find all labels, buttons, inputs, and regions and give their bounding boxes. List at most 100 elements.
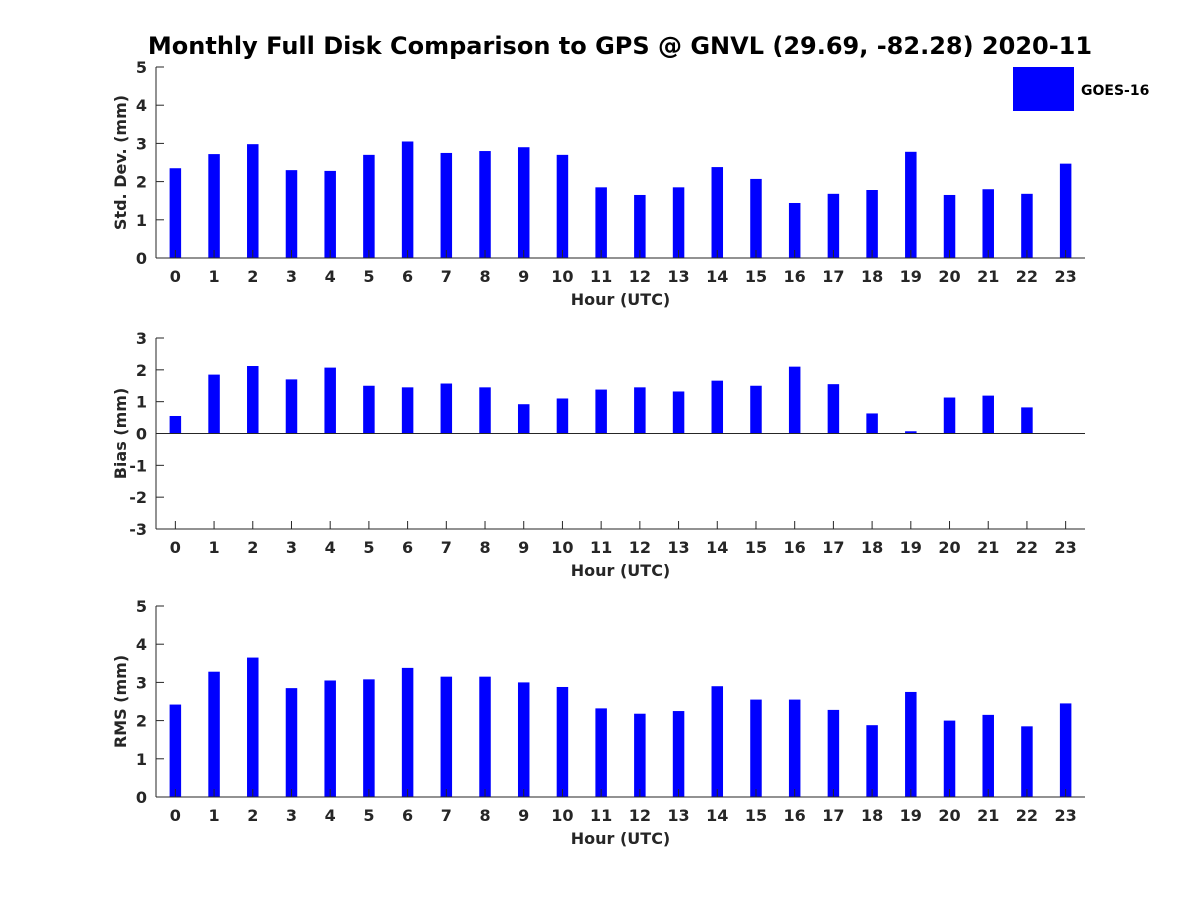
x-tick-label: 8: [479, 538, 490, 557]
x-tick-label: 17: [822, 267, 844, 286]
x-tick-label: 5: [363, 538, 374, 557]
bar: [634, 387, 646, 434]
bar: [982, 189, 994, 258]
x-tick-label: 11: [590, 267, 612, 286]
x-tick-label: 14: [706, 267, 728, 286]
x-tick-label: 22: [1016, 267, 1038, 286]
bar: [208, 374, 220, 434]
x-tick-label: 9: [518, 267, 529, 286]
y-tick-label: -2: [129, 488, 147, 507]
x-tick-label: 22: [1016, 806, 1038, 825]
bar: [208, 154, 220, 258]
bar: [595, 389, 607, 434]
bar: [1059, 703, 1072, 797]
bar: [169, 168, 182, 258]
y-tick-label: 5: [136, 58, 147, 77]
bar: [1021, 407, 1033, 434]
x-tick-label: 18: [861, 538, 883, 557]
bar: [711, 380, 724, 434]
bar: [750, 178, 762, 258]
bar: [440, 383, 453, 434]
bar: [672, 187, 685, 258]
bar: [401, 387, 414, 434]
bar: [247, 657, 259, 797]
x-tick-label: 13: [667, 538, 689, 557]
x-tick-label: 15: [745, 538, 767, 557]
y-axis-label: Bias (mm): [111, 388, 130, 480]
x-axis-label: Hour (UTC): [571, 561, 671, 580]
y-tick-label: 0: [136, 425, 147, 444]
bar: [634, 194, 646, 258]
x-tick-label: 9: [518, 806, 529, 825]
y-tick-label: 5: [136, 597, 147, 616]
y-tick-label: 3: [136, 673, 147, 692]
x-tick-label: 23: [1055, 267, 1077, 286]
bar: [1021, 193, 1033, 258]
bar: [595, 708, 607, 797]
x-tick-label: 21: [977, 806, 999, 825]
x-tick-label: 10: [551, 538, 573, 557]
x-tick-label: 3: [286, 538, 297, 557]
bar: [479, 676, 491, 797]
bar: [324, 680, 336, 797]
y-tick-label: 4: [136, 635, 147, 654]
legend-label: GOES-16: [1081, 83, 1149, 99]
x-tick-label: 4: [325, 538, 336, 557]
x-tick-label: 13: [667, 806, 689, 825]
x-tick-label: 13: [667, 267, 689, 286]
x-tick-label: 20: [938, 538, 960, 557]
bar: [943, 720, 956, 797]
x-tick-label: 4: [325, 267, 336, 286]
x-tick-label: 19: [900, 538, 922, 557]
legend-swatch: [1013, 67, 1074, 111]
bar: [595, 187, 607, 258]
x-axis-label: Hour (UTC): [571, 290, 671, 309]
x-tick-label: 12: [629, 538, 651, 557]
bar: [440, 676, 453, 797]
bar: [827, 193, 840, 258]
x-tick-label: 2: [247, 267, 258, 286]
x-tick-label: 2: [247, 538, 258, 557]
bar: [247, 144, 259, 258]
x-tick-label: 8: [479, 806, 490, 825]
x-tick-label: 6: [402, 806, 413, 825]
x-tick-label: 0: [170, 806, 181, 825]
y-tick-label: 3: [136, 134, 147, 153]
x-tick-label: 5: [363, 806, 374, 825]
bar: [556, 154, 569, 258]
bar: [634, 713, 646, 797]
bar: [401, 141, 414, 258]
bar: [556, 398, 569, 434]
y-tick-label: 2: [136, 712, 147, 731]
bar: [1059, 163, 1072, 258]
bar: [672, 391, 685, 434]
y-tick-label: 1: [136, 393, 147, 412]
chart-title: Monthly Full Disk Comparison to GPS @ GN…: [148, 32, 1092, 60]
y-tick-label: 1: [136, 211, 147, 230]
bar: [169, 704, 182, 797]
bar: [1021, 726, 1033, 797]
bar: [750, 385, 762, 434]
x-tick-label: 23: [1055, 806, 1077, 825]
bar: [479, 151, 491, 258]
bar: [866, 190, 878, 258]
x-tick-label: 20: [938, 806, 960, 825]
bar: [711, 167, 724, 258]
bar: [827, 709, 840, 797]
x-tick-label: 7: [441, 806, 452, 825]
bar: [479, 387, 491, 434]
x-tick-label: 6: [402, 267, 413, 286]
bar: [982, 395, 994, 434]
y-tick-label: 2: [136, 361, 147, 380]
bar: [517, 147, 530, 258]
x-tick-label: 19: [900, 806, 922, 825]
x-tick-label: 14: [706, 538, 728, 557]
x-tick-label: 14: [706, 806, 728, 825]
x-tick-label: 19: [900, 267, 922, 286]
bar: [169, 415, 182, 434]
bar: [440, 152, 453, 258]
